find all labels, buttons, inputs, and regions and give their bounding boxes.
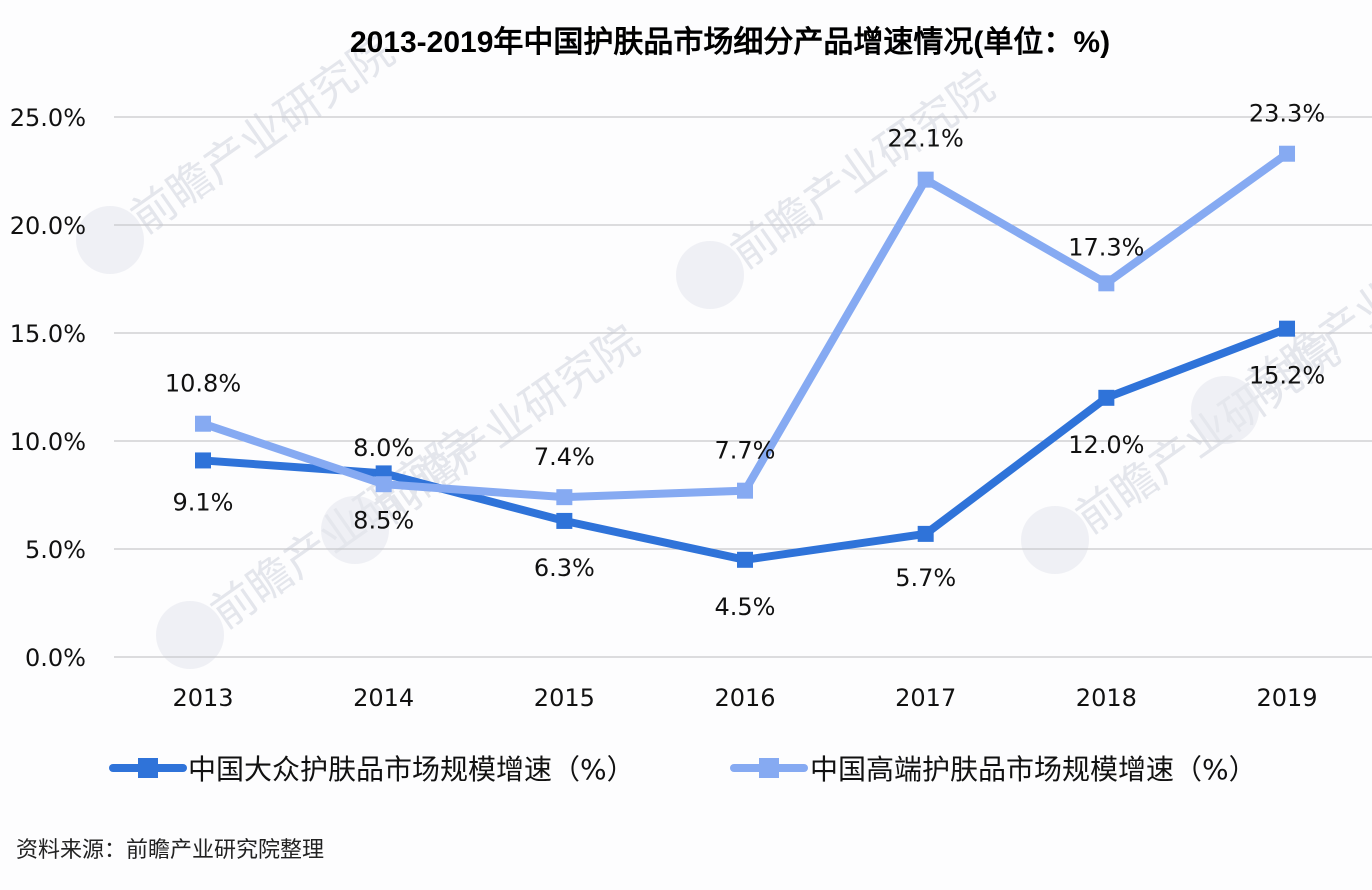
y-axis-ticks: 0.0% 5.0% 10.0% 15.0% 20.0% 25.0% bbox=[10, 104, 86, 672]
data-point-square-marker[interactable] bbox=[195, 452, 211, 469]
data-label: 10.8% bbox=[165, 370, 241, 398]
x-tick-label: 2014 bbox=[353, 684, 414, 712]
y-tick-label: 20.0% bbox=[10, 212, 86, 240]
x-tick-label: 2017 bbox=[895, 684, 956, 712]
y-tick-label: 25.0% bbox=[10, 104, 86, 132]
watermark-logo-icon bbox=[1191, 376, 1259, 444]
data-point-square-marker[interactable] bbox=[375, 476, 392, 493]
data-label: 5.7% bbox=[895, 564, 956, 592]
data-point-square-marker[interactable] bbox=[1279, 320, 1296, 337]
x-tick-label: 2015 bbox=[534, 684, 595, 712]
source-note: 资料来源：前瞻产业研究院整理 bbox=[16, 838, 324, 863]
x-tick-label: 2018 bbox=[1076, 684, 1137, 712]
watermark-text: 前瞻产业研究院 bbox=[367, 316, 649, 534]
data-label: 15.2% bbox=[1249, 362, 1325, 390]
x-tick-label: 2016 bbox=[714, 684, 775, 712]
series-premium: 10.8% 8.0% 7.4% 7.7% 22.1% 17.3% 23.3% bbox=[165, 100, 1325, 506]
y-gridlines bbox=[114, 116, 1372, 658]
data-label: 22.1% bbox=[888, 125, 964, 153]
data-label: 17.3% bbox=[1068, 233, 1144, 261]
watermark-logo-icon bbox=[156, 601, 224, 669]
data-point-square-marker[interactable] bbox=[1279, 145, 1296, 162]
watermark-logo-icon bbox=[1021, 506, 1089, 574]
legend-label-mass: 中国大众护肤品市场规模增速（%） bbox=[188, 753, 635, 786]
x-tick-label: 2013 bbox=[172, 684, 233, 712]
legend-label-premium: 中国高端护肤品市场规模增速（%） bbox=[810, 753, 1257, 786]
data-label: 8.0% bbox=[353, 434, 414, 462]
data-point-square-marker[interactable] bbox=[737, 551, 754, 568]
data-point-square-marker[interactable] bbox=[737, 482, 754, 499]
legend-item-premium[interactable]: 中国高端护肤品市场规模增速（%） bbox=[730, 753, 1257, 786]
data-label: 7.7% bbox=[715, 437, 776, 465]
legend-item-mass[interactable]: 中国大众护肤品市场规模增速（%） bbox=[109, 753, 635, 786]
chart-title: 2013-2019年中国护肤品市场细分产品增速情况(单位：%) bbox=[350, 25, 1110, 59]
data-label: 12.0% bbox=[1068, 431, 1144, 459]
data-point-square-marker[interactable] bbox=[195, 415, 211, 432]
data-label: 8.5% bbox=[353, 506, 414, 534]
watermark-logo-icon bbox=[321, 496, 389, 564]
y-tick-label: 5.0% bbox=[25, 536, 86, 564]
x-tick-label: 2019 bbox=[1256, 684, 1317, 712]
data-label: 9.1% bbox=[173, 488, 234, 516]
watermark-logo-icon bbox=[676, 241, 744, 309]
watermark-text: 前瞻产业研究院 bbox=[722, 61, 1004, 279]
legend-square-marker-icon bbox=[138, 758, 158, 778]
data-label: 6.3% bbox=[534, 554, 595, 582]
data-point-square-marker[interactable] bbox=[917, 171, 934, 188]
series-mass: 9.1% 8.5% 6.3% 4.5% 5.7% 12.0% 15.2% bbox=[173, 320, 1325, 621]
legend: 中国大众护肤品市场规模增速（%） 中国高端护肤品市场规模增速（%） bbox=[109, 753, 1257, 786]
watermark-logo-icon bbox=[76, 206, 144, 274]
data-label: 23.3% bbox=[1249, 100, 1325, 128]
data-point-square-marker[interactable] bbox=[1098, 275, 1115, 292]
data-label: 4.5% bbox=[715, 593, 776, 621]
data-point-square-marker[interactable] bbox=[917, 525, 934, 542]
x-axis-ticks: 2013 2014 2015 2016 2017 2018 2019 bbox=[172, 684, 1317, 712]
data-point-square-marker[interactable] bbox=[556, 489, 573, 506]
data-point-square-marker[interactable] bbox=[556, 512, 573, 529]
data-label: 7.4% bbox=[534, 443, 595, 471]
data-point-square-marker[interactable] bbox=[1098, 389, 1115, 406]
watermark-layer: 前瞻产业研究院前瞻产业研究院前瞻产业研究院前瞻产业研究院前瞻产业研究院前瞻产业研… bbox=[76, 26, 1372, 669]
y-tick-label: 0.0% bbox=[25, 644, 86, 672]
series-layer: 9.1% 8.5% 6.3% 4.5% 5.7% 12.0% 15.2% 10.8% 8.0% 7… bbox=[165, 100, 1325, 621]
y-tick-label: 15.0% bbox=[10, 320, 86, 348]
y-tick-label: 10.0% bbox=[10, 428, 86, 456]
legend-square-marker-icon bbox=[759, 758, 779, 778]
